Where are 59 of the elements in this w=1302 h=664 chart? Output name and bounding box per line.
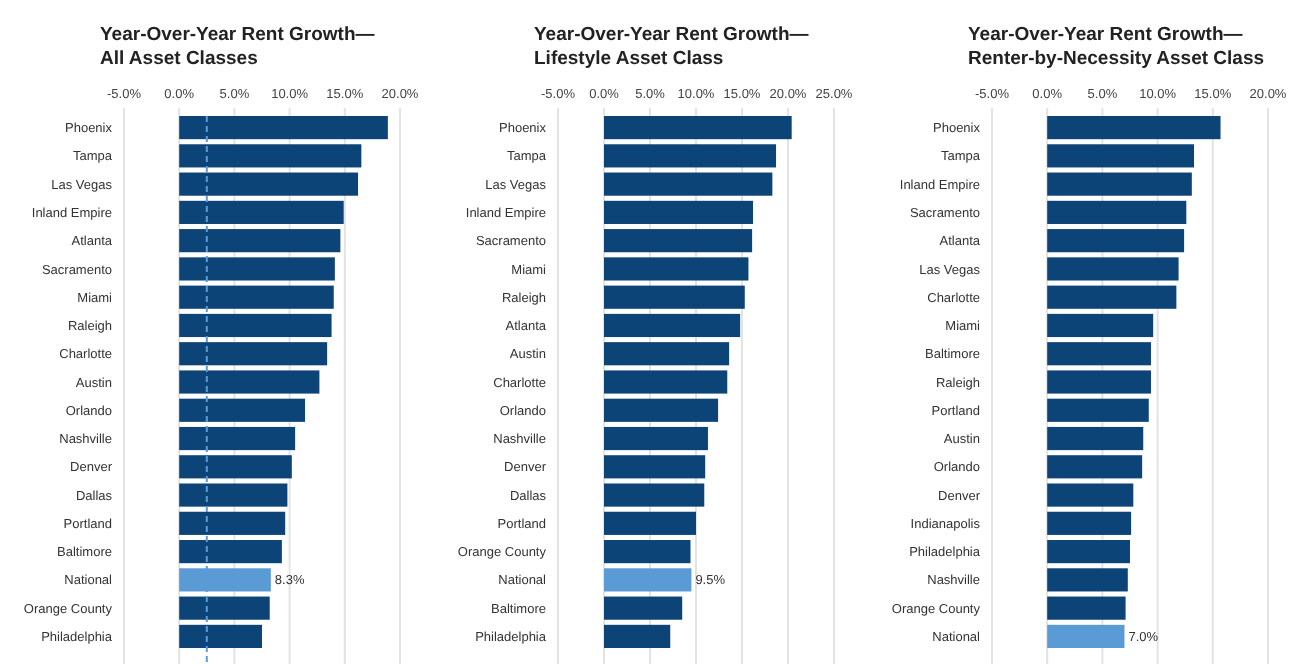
bar: [179, 116, 388, 140]
bar: [1047, 257, 1179, 281]
bar: [604, 144, 777, 168]
bar: [604, 624, 671, 648]
bar: [1047, 426, 1144, 451]
bar: [1047, 624, 1125, 648]
bar: [1047, 342, 1151, 366]
bar: [1047, 568, 1128, 592]
bar: [604, 426, 708, 451]
bar: [179, 370, 320, 394]
bar: [1047, 172, 1192, 196]
bar: [179, 540, 282, 564]
chart-title: Year-Over-Year Rent Growth— Renter-by-Necessity Asset Class: [968, 24, 1265, 70]
bar: [604, 229, 753, 253]
bar: [1047, 398, 1149, 422]
bar: [179, 313, 332, 338]
bar: [179, 511, 286, 535]
bar: [604, 540, 691, 564]
bar: [179, 172, 359, 196]
bar: [604, 596, 683, 620]
bar: [604, 398, 719, 422]
bar: [179, 455, 292, 479]
bar: [1047, 511, 1132, 535]
bar: [604, 285, 745, 309]
bar: [604, 172, 773, 196]
chart-title: Year-Over-Year Rent Growth— All Asset Classes: [100, 24, 376, 70]
bar: [1047, 144, 1195, 168]
bar: [604, 568, 692, 592]
bar: [604, 200, 754, 224]
bar: [179, 596, 270, 620]
bar: [179, 144, 362, 168]
bar: [1047, 116, 1221, 140]
bar: [604, 342, 730, 366]
bar: [1047, 285, 1177, 309]
bar: [1047, 200, 1187, 224]
chart-title: Year-Over-Year Rent Growth— Lifestyle Asset Class: [534, 24, 810, 70]
bar: [179, 426, 296, 451]
bar: [179, 624, 262, 648]
bar: [179, 483, 288, 507]
bar: [179, 342, 328, 366]
bar: [1047, 229, 1185, 253]
bar: [604, 455, 706, 479]
bar: [604, 313, 741, 338]
bar: [179, 229, 341, 253]
bar: [1047, 483, 1134, 507]
bar: [604, 370, 728, 394]
bar: [604, 257, 749, 281]
bar: [179, 398, 306, 422]
bar: [1047, 313, 1154, 338]
bar: [1047, 370, 1151, 394]
bar: [1047, 540, 1130, 564]
bar: [179, 285, 334, 309]
bar: [179, 257, 335, 281]
bar: [1047, 596, 1126, 620]
bar: [604, 116, 792, 140]
bar: [1047, 455, 1143, 479]
bar: [179, 200, 344, 224]
bar: [604, 483, 705, 507]
bar: [604, 511, 696, 535]
